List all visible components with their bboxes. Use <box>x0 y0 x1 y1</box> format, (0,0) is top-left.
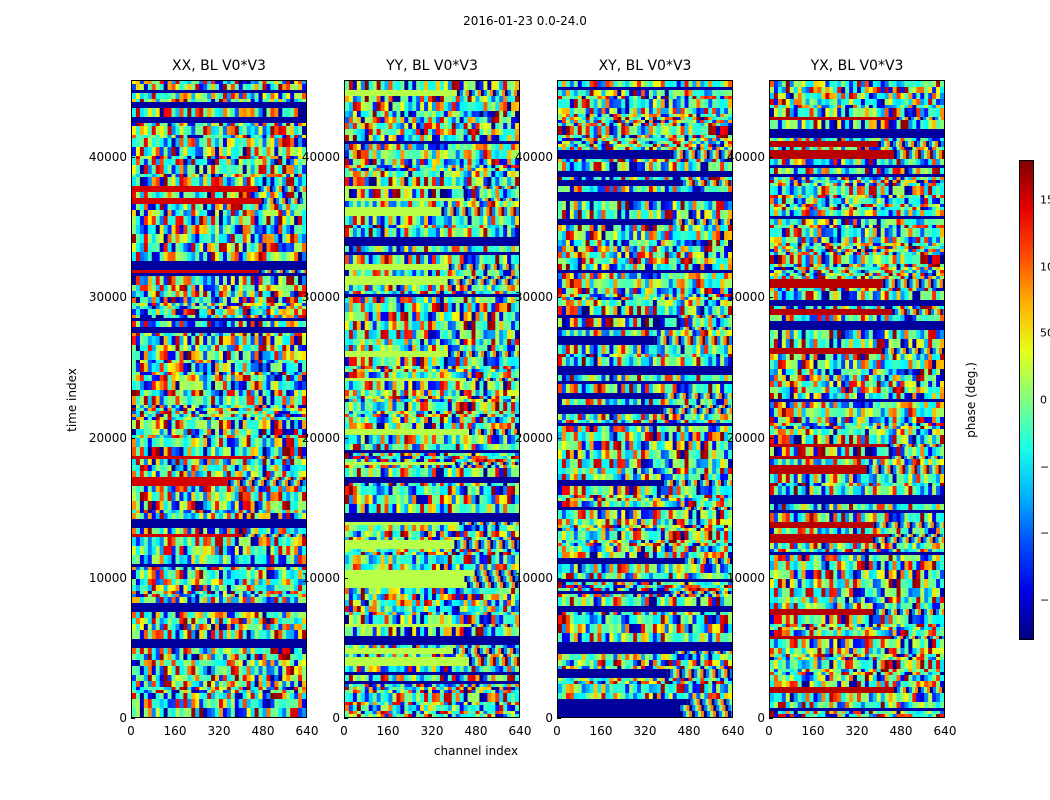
y-tick-mark <box>557 157 561 159</box>
y-tick-mark <box>131 157 135 159</box>
y-tick-label: 40000 <box>301 150 340 165</box>
y-tick-label: 20000 <box>88 430 127 445</box>
y-tick-label: 40000 <box>726 150 765 165</box>
y-tick-label: 20000 <box>514 430 553 445</box>
y-tick-label: 30000 <box>301 290 340 305</box>
y-tick-label: 0 <box>119 711 127 725</box>
x-tick-label: 320 <box>207 724 231 738</box>
x-tick-label: 480 <box>251 724 275 738</box>
y-tick-label: 10000 <box>88 570 127 585</box>
y-tick-mark <box>557 437 561 439</box>
x-tick-label: 320 <box>633 724 657 738</box>
x-tick-label: 0 <box>553 724 561 738</box>
y-tick-label: 10000 <box>726 570 765 585</box>
colorbar <box>1019 160 1034 640</box>
y-tick-mark <box>344 577 348 579</box>
x-tick-label: 160 <box>163 724 187 738</box>
y-tick-mark <box>769 437 773 439</box>
x-axis-label: channel index <box>433 744 519 758</box>
y-tick-mark <box>344 157 348 159</box>
y-tick-mark <box>131 297 135 299</box>
y-tick-mark <box>769 297 773 299</box>
x-tick-label: 0 <box>765 724 773 738</box>
heatmap-panel <box>769 80 945 718</box>
x-tick-label: 320 <box>845 724 869 738</box>
y-tick-mark <box>131 437 135 439</box>
x-tick-label: 160 <box>801 724 825 738</box>
y-tick-label: 10000 <box>301 570 340 585</box>
y-tick-mark <box>344 297 348 299</box>
y-tick-label: 40000 <box>88 150 127 165</box>
y-tick-mark <box>769 577 773 579</box>
y-tick-mark <box>769 157 773 159</box>
colorbar-label: phase (deg.) <box>964 362 978 438</box>
colorbar-tick-label: −50 <box>1040 460 1050 474</box>
y-tick-label: 40000 <box>514 150 553 165</box>
heatmap-panel <box>344 80 520 718</box>
y-tick-label: 30000 <box>514 290 553 305</box>
y-tick-mark <box>769 718 773 719</box>
x-tick-label: 640 <box>508 724 532 738</box>
y-tick-label: 30000 <box>726 290 765 305</box>
panel-title: YY, BL V0*V3 <box>386 58 478 74</box>
heatmap-panel <box>131 80 307 718</box>
x-tick-label: 640 <box>933 724 957 738</box>
y-tick-mark <box>557 577 561 579</box>
y-tick-label: 0 <box>545 711 553 725</box>
y-tick-mark <box>344 437 348 439</box>
heatmap-panel <box>557 80 733 718</box>
x-tick-label: 480 <box>464 724 488 738</box>
panel-title: XX, BL V0*V3 <box>172 58 266 74</box>
x-tick-label: 0 <box>340 724 348 738</box>
y-tick-label: 20000 <box>301 430 340 445</box>
colorbar-tick-label: −100 <box>1040 526 1050 540</box>
y-tick-label: 10000 <box>514 570 553 585</box>
heatmap-cells <box>345 81 519 717</box>
y-tick-label: 30000 <box>88 290 127 305</box>
figure-title: 2016-01-23 0.0-24.0 <box>463 14 587 28</box>
y-tick-mark <box>557 718 561 719</box>
x-tick-label: 0 <box>127 724 135 738</box>
y-axis-label: time index <box>65 368 79 432</box>
heatmap-cells <box>558 81 732 717</box>
colorbar-tick-label: −150 <box>1040 593 1050 607</box>
panel-title: XY, BL V0*V3 <box>598 58 692 74</box>
colorbar-tick-label: 50 <box>1040 326 1050 340</box>
heatmap-cells <box>132 81 306 717</box>
x-tick-label: 320 <box>420 724 444 738</box>
x-tick-label: 640 <box>721 724 745 738</box>
y-tick-label: 20000 <box>726 430 765 445</box>
y-tick-mark <box>131 718 135 719</box>
y-tick-label: 0 <box>757 711 765 725</box>
x-tick-label: 160 <box>376 724 400 738</box>
colorbar-tick-label: 100 <box>1040 260 1050 274</box>
colorbar-tick-label: 0 <box>1040 393 1047 407</box>
x-tick-label: 480 <box>677 724 701 738</box>
x-tick-label: 640 <box>295 724 319 738</box>
heatmap-cells <box>770 81 944 717</box>
x-tick-label: 480 <box>889 724 913 738</box>
y-tick-label: 0 <box>332 711 340 725</box>
y-tick-mark <box>344 718 348 719</box>
colorbar-tick-label: 150 <box>1040 193 1050 207</box>
y-tick-mark <box>557 297 561 299</box>
x-tick-label: 160 <box>589 724 613 738</box>
y-tick-mark <box>131 577 135 579</box>
panel-title: YX, BL V0*V3 <box>810 58 904 74</box>
